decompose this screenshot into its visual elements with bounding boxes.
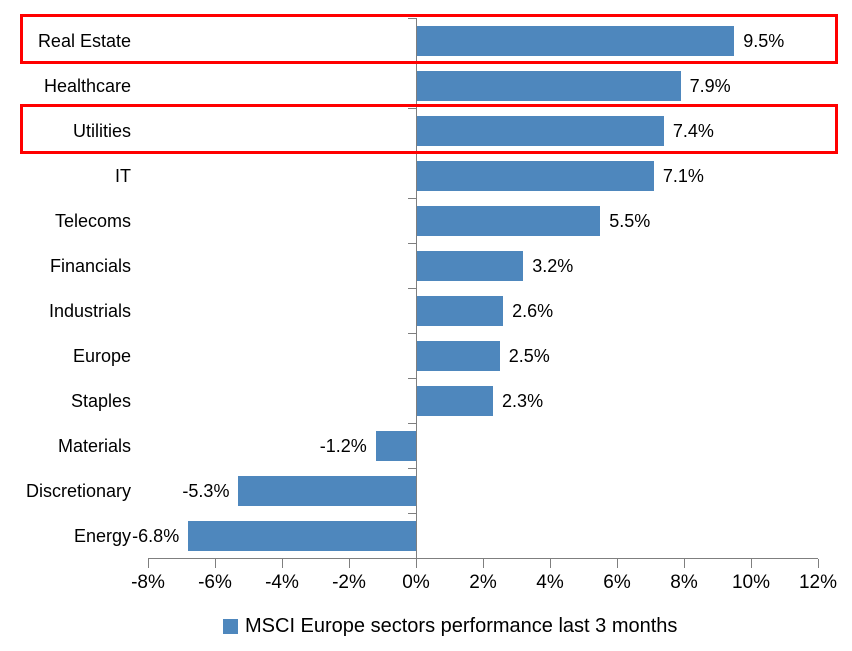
value-axis-tick (282, 559, 283, 568)
value-label: 2.5% (508, 345, 550, 366)
value-axis-line (148, 558, 818, 559)
category-axis-tick (408, 243, 416, 244)
category-label: IT (115, 165, 131, 186)
value-axis-tick (751, 559, 752, 568)
value-axis-tick (818, 559, 819, 568)
category-label: Healthcare (43, 75, 131, 96)
category-label: Materials (57, 435, 131, 456)
value-axis-tick-label: -4% (265, 572, 299, 593)
bar (416, 340, 500, 371)
value-label: 9.5% (743, 30, 785, 51)
category-axis-tick (408, 333, 416, 334)
value-label: 5.5% (609, 210, 651, 231)
value-label: 2.6% (512, 300, 554, 321)
value-axis-tick (215, 559, 216, 568)
value-axis-tick (349, 559, 350, 568)
bar (416, 385, 494, 416)
category-axis-tick (408, 18, 416, 19)
legend-marker-icon (223, 618, 238, 634)
value-axis-tick (148, 559, 149, 568)
value-label: 7.4% (672, 120, 714, 141)
category-label: Financials (49, 255, 131, 276)
value-axis-tick (416, 559, 417, 568)
category-label: Staples (70, 390, 131, 411)
value-axis-tick-label: -8% (131, 572, 165, 593)
category-label: Telecoms (54, 210, 131, 231)
bar (238, 475, 416, 506)
value-axis-tick-label: 0% (402, 572, 430, 593)
legend-label: MSCI Europe sectors performance last 3 m… (245, 615, 678, 637)
bar (416, 70, 681, 101)
value-axis-tick (684, 559, 685, 568)
category-axis-tick (408, 153, 416, 154)
category-axis-line (416, 18, 417, 558)
bar (416, 205, 601, 236)
value-axis-tick (483, 559, 484, 568)
category-axis-tick (408, 108, 416, 109)
value-axis-tick-label: 12% (798, 572, 838, 593)
category-axis-tick (408, 423, 416, 424)
value-label: 7.9% (689, 75, 731, 96)
value-axis-tick-label: 6% (603, 572, 631, 593)
highlight-box-real-estate (20, 13, 838, 64)
category-label: Industrials (48, 300, 131, 321)
bar (416, 160, 654, 191)
value-label: 2.3% (502, 390, 544, 411)
value-axis-tick-label: 10% (731, 572, 771, 593)
value-label: 7.1% (662, 165, 704, 186)
bar (416, 25, 735, 56)
bar (416, 295, 504, 326)
bar (375, 430, 416, 461)
value-label: -6.8% (132, 525, 180, 546)
category-axis-tick (408, 63, 416, 64)
category-label: Discretionary (25, 480, 131, 501)
value-axis-tick-label: 2% (469, 572, 497, 593)
category-axis-tick (408, 513, 416, 514)
category-label: Utilities (72, 120, 131, 141)
category-label: Energy (73, 525, 131, 546)
category-axis-tick (408, 288, 416, 289)
legend: MSCI Europe sectors performance last 3 m… (223, 614, 677, 638)
category-label: Europe (72, 345, 131, 366)
bar (416, 250, 524, 281)
value-axis-tick (550, 559, 551, 568)
value-label: -5.3% (182, 480, 230, 501)
category-label: Real Estate (37, 30, 131, 51)
bar (188, 520, 416, 551)
value-label: -1.2% (319, 435, 367, 456)
value-axis-tick-label: -6% (198, 572, 232, 593)
value-axis-tick (617, 559, 618, 568)
category-axis-tick (408, 378, 416, 379)
value-axis-tick-label: -2% (332, 572, 366, 593)
value-axis-tick-label: 8% (670, 572, 698, 593)
category-axis-tick (408, 198, 416, 199)
highlight-box-utilities (20, 103, 838, 154)
value-label: 3.2% (532, 255, 574, 276)
bar (416, 115, 664, 146)
value-axis-tick-label: 4% (536, 572, 564, 593)
category-axis-tick (408, 468, 416, 469)
